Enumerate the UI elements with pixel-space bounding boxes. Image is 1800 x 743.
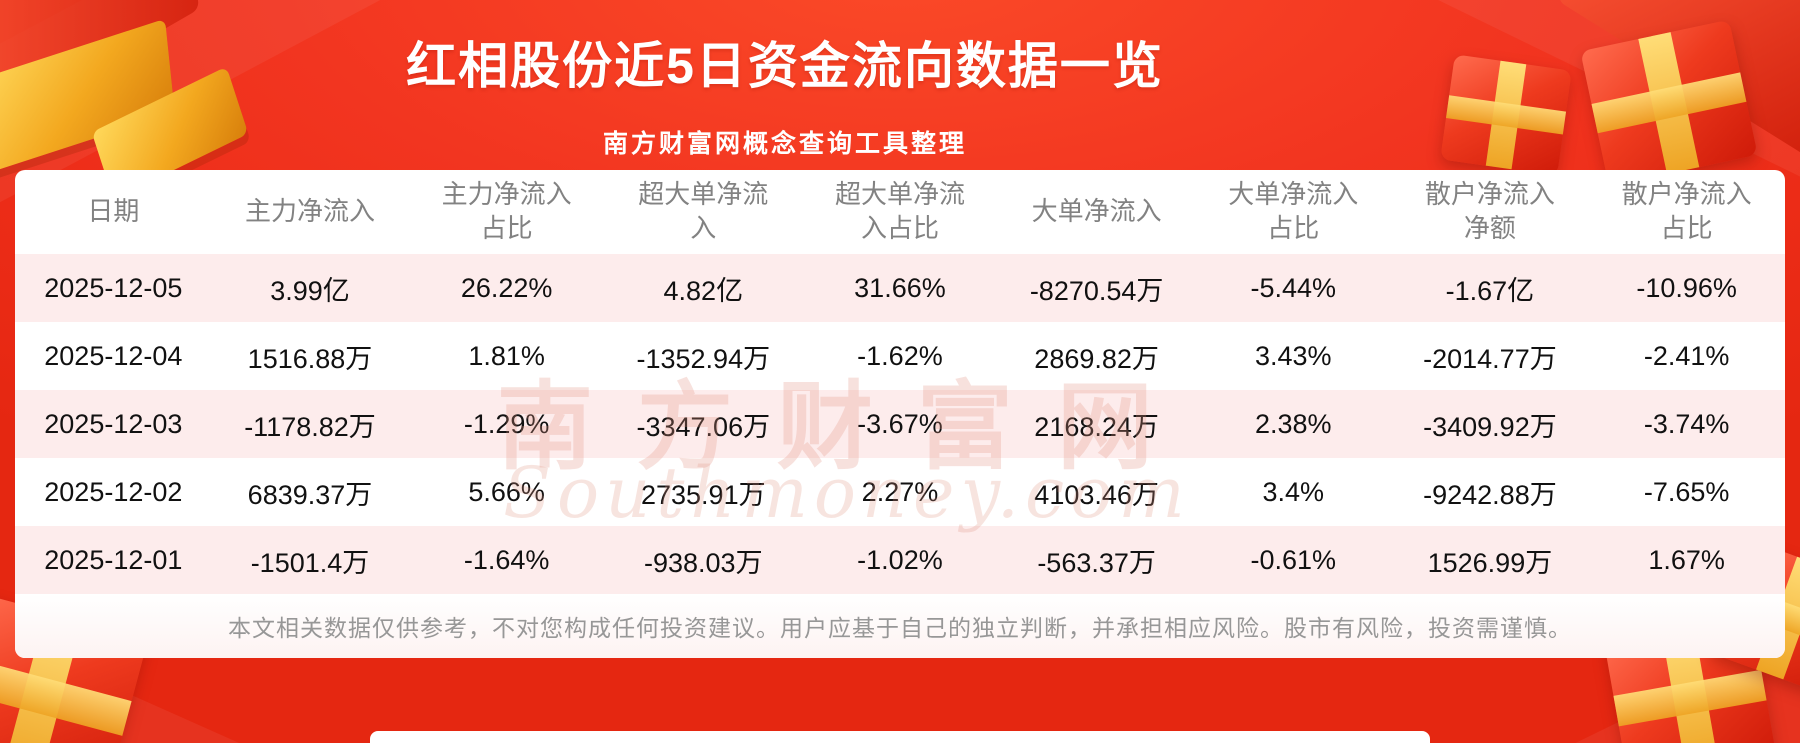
table-cell: -9242.88万 [1423,479,1557,510]
column-header: 日期 [87,196,140,227]
table-cell: -938.03万 [644,547,763,578]
table-cell: 3.43% [1254,340,1332,371]
column-header: 散户净流入净额 [1424,179,1555,243]
table-cell: 1.67% [1648,544,1725,575]
table-cell: -1.64% [463,544,550,575]
table-cell: 1516.88万 [247,343,373,374]
table-header: 日期 主力净流入 主力净流入占比 超大单净流入 超大单净流入占比 大单净流入 大单净流入占比… [15,170,1785,254]
column-header: 超大单净流入占比 [834,179,965,243]
table-cell: -2.41% [1643,340,1730,371]
table-cell: 2168.24万 [1034,411,1159,442]
column-header: 大单净流入 [1031,196,1162,227]
table-body: 2025-12-05 3.99亿 26.22% 4.82亿 31.66% -8270.54… [15,254,1785,594]
fund-flow-table-panel: 南方财富网 Southmoney.com 日期 主力净流入 主力净流入占比 超大单净流… [15,170,1785,658]
table-row: 2025-12-01 -1501.4万 -1.64% -938.03万 -1.02% -5… [15,526,1785,594]
column-header: 散户净流入占比 [1621,179,1752,243]
header: 红相股份近5日资金流向数据一览 南方财富网概念查询工具整理 [0,0,1570,160]
table-cell: 3.4% [1262,476,1325,507]
table-cell: 2025-12-02 [44,476,183,507]
table-cell: -5.44% [1250,272,1337,303]
table-cell: -1.02% [857,544,943,575]
table-cell: 2735.91万 [640,479,766,510]
table-cell: 6839.37万 [247,479,373,510]
table-cell: -1501.4万 [250,547,370,578]
table-cell: 2025-12-03 [44,408,183,439]
page-subtitle: 南方财富网概念查询工具整理 [602,130,967,158]
table-cell: 3.99亿 [270,275,350,306]
table-cell: -1352.94万 [636,343,771,374]
fund-flow-table: 日期 主力净流入 主力净流入占比 超大单净流入 超大单净流入占比 大单净流入 大单净流入占比… [15,170,1785,594]
table-cell: -1.62% [857,340,943,371]
table-cell: -1178.82万 [244,411,376,442]
table-cell: 31.66% [854,272,946,303]
column-header: 超大单净流入 [638,179,769,243]
table-cell: -3409.92万 [1423,411,1557,442]
table-cell: 1526.99万 [1427,547,1553,578]
column-header: 主力净流入 [244,196,375,227]
table-cell: -2014.77万 [1423,343,1557,374]
table-cell: -0.61% [1250,544,1337,575]
table-row: 2025-12-05 3.99亿 26.22% 4.82亿 31.66% -8270.54… [15,254,1785,322]
table-cell: -3.74% [1643,408,1730,439]
table-cell: 2025-12-01 [44,544,183,575]
column-header: 大单净流入占比 [1228,179,1359,243]
table-cell: 26.22% [460,272,553,303]
table-cell: 4.82亿 [663,275,744,306]
table-cell: 2025-12-04 [44,340,183,371]
bottom-bar [370,731,1430,743]
table-cell: 2.27% [861,476,939,507]
table-cell: 1.81% [468,340,545,371]
table-cell: -7.65% [1643,476,1730,507]
table-cell: 2.38% [1254,408,1332,439]
page-title: 红相股份近5日资金流向数据一览 [406,38,1164,94]
table-cell: 5.66% [468,476,545,507]
table-row: 2025-12-04 1516.88万 1.81% -1352.94万 -1.62% 28… [15,322,1785,390]
table-cell: -3.67% [857,408,943,439]
table-header-row: 日期 主力净流入 主力净流入占比 超大单净流入 超大单净流入占比 大单净流入 大单净流入占比… [15,170,1785,254]
table-cell: -1.67亿 [1445,275,1535,306]
table-cell: -10.96% [1636,272,1737,303]
table-cell: -3347.06万 [636,411,771,442]
column-header: 主力净流入占比 [441,179,572,243]
table-cell: -8270.54万 [1029,275,1164,306]
table-cell: -563.37万 [1037,547,1156,578]
gift-box-icon [1580,19,1758,187]
disclaimer-text: 本文相关数据仅供参考，不对您构成任何投资建议。用户应基于自己的独立判断，并承担相… [15,594,1785,658]
table-cell: 2025-12-05 [44,272,183,303]
table-cell: 4103.46万 [1034,479,1159,510]
table-row: 2025-12-03 -1178.82万 -1.29% -3347.06万 -3.67%… [15,390,1785,458]
table-cell: 2869.82万 [1034,343,1159,374]
table-cell: -1.29% [463,408,550,439]
table-row: 2025-12-02 6839.37万 5.66% 2735.91万 2.27% 4103… [15,458,1785,526]
